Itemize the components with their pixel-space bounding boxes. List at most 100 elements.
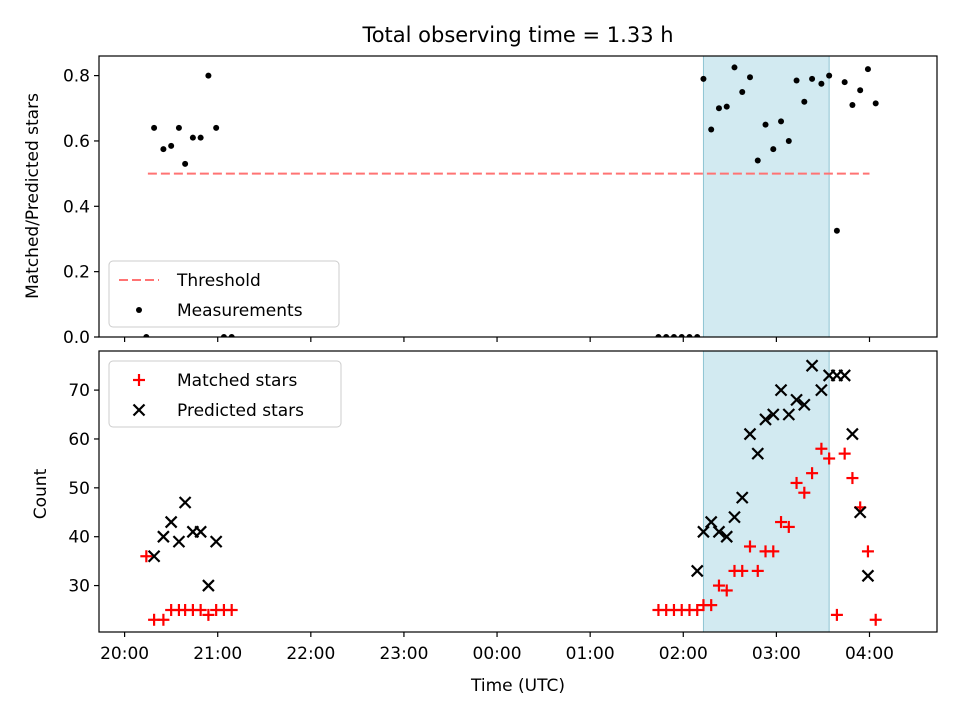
measurement-point: [686, 334, 693, 337]
predicted-stars-point: [751, 447, 765, 460]
measurement-point: [205, 72, 212, 79]
predicted-stars-point: [178, 496, 192, 509]
measurement-point: [864, 66, 871, 73]
measurement-point: [747, 74, 754, 81]
matched-stars-point: [194, 604, 207, 617]
legend-label: Matched stars: [177, 371, 297, 391]
measurement-point: [715, 105, 722, 112]
x-tick-label: 23:00: [379, 644, 428, 664]
legend-item: Measurements: [136, 301, 303, 321]
matched-stars-point: [775, 516, 788, 529]
matched-stars-point: [869, 613, 882, 626]
measurement-point: [849, 102, 856, 109]
plot-area: [143, 64, 879, 337]
legend: Matched stars Predicted stars: [108, 360, 342, 428]
x-axis-label: Time (UTC): [470, 676, 565, 696]
predicted-stars-point: [774, 383, 788, 397]
matched-stars-point: [712, 579, 725, 592]
y-tick-label: 60: [68, 430, 90, 450]
predicted-stars-point: [735, 491, 749, 504]
matched-stars-point: [846, 472, 859, 485]
matched-stars-point: [767, 545, 780, 558]
predicted-stars-point: [164, 515, 178, 529]
legend-box: [108, 360, 342, 428]
predicted-stars-point: [209, 535, 223, 548]
observing-window-band: [702, 55, 830, 338]
legend-label: Predicted stars: [177, 401, 304, 421]
legend-measurement-swatch: [136, 307, 142, 313]
predicted-stars-point: [202, 579, 215, 592]
matched-stars-point: [225, 604, 238, 617]
measurement-point: [182, 160, 189, 167]
matched-stars-point: [823, 452, 836, 465]
matched-stars-point: [720, 584, 733, 597]
legend-label: Threshold: [176, 271, 261, 291]
predicted-stars-point: [690, 564, 704, 578]
matched-stars-point: [790, 476, 803, 489]
legend-item: Predicted stars: [132, 401, 304, 421]
matched-stars-point: [838, 447, 851, 460]
measurement-point: [801, 98, 808, 105]
measurement-point: [694, 334, 701, 337]
x-tick-label: 03:00: [752, 644, 801, 664]
measurement-point: [793, 77, 800, 84]
predicted-stars-point: [697, 525, 710, 539]
measurement-point: [655, 334, 662, 337]
measurement-point: [818, 80, 825, 87]
y-tick-label: 0.6: [63, 132, 90, 152]
matched-stars-point: [202, 608, 215, 621]
measurement-point: [220, 334, 227, 337]
measurement-point: [168, 142, 175, 149]
measurement-point: [857, 87, 864, 94]
y-tick-label: 40: [68, 528, 90, 548]
predicted-stars-point: [712, 525, 726, 539]
x-tick-label: 20:00: [100, 644, 149, 664]
y-tick-label: 30: [68, 577, 90, 597]
x-tick-label: 01:00: [566, 644, 615, 664]
predicted-stars-point: [767, 408, 780, 421]
legend-matched-swatch: [133, 374, 145, 386]
matched-stars-point: [691, 604, 704, 617]
measurement-point: [872, 100, 879, 107]
predicted-stars-point: [147, 549, 161, 563]
predicted-stars-point: [157, 530, 170, 543]
axes-frame: [98, 55, 938, 338]
legend-predicted-swatch: [132, 403, 146, 417]
predicted-stars-point: [172, 535, 186, 548]
matched-stars-point: [140, 550, 153, 563]
measurement-point: [189, 134, 196, 141]
measurement-point: [739, 88, 746, 95]
measurement-point: [841, 79, 848, 86]
measurement-point: [197, 134, 204, 141]
measurement-point: [778, 118, 785, 125]
matched-stars-point: [744, 540, 757, 553]
measurement-point: [228, 334, 235, 337]
x-tick-label: 04:00: [845, 644, 894, 664]
predicted-stars-point: [720, 530, 734, 543]
measurement-point: [754, 157, 761, 164]
legend-item: Matched stars: [133, 371, 297, 391]
figure-title: Total observing time = 1.33 h: [361, 23, 673, 47]
predicted-stars-point: [728, 510, 741, 524]
x-tick-label: 02:00: [659, 644, 708, 664]
y-tick-label: 50: [68, 479, 90, 499]
measurement-point: [160, 146, 167, 153]
axes-frame: [98, 350, 938, 633]
matched-stars-point: [782, 520, 795, 533]
measurement-point: [213, 124, 220, 131]
predicted-stars-point: [790, 393, 803, 407]
predicted-stars-point: [782, 408, 796, 421]
matched-stars-point: [861, 545, 874, 558]
measurement-point: [678, 334, 685, 337]
y-tick-label: 0.4: [63, 197, 90, 217]
predicted-stars-point: [805, 359, 819, 372]
measurement-point: [785, 137, 792, 144]
predicted-stars-point: [704, 515, 718, 529]
y-axis-label: Count: [31, 468, 51, 519]
y-tick-label: 0.0: [63, 328, 90, 348]
measurement-point: [809, 75, 816, 82]
matched-stars-point: [751, 564, 764, 577]
measurement-point: [143, 334, 150, 337]
y-tick-label: 70: [68, 381, 90, 401]
measurement-point: [731, 64, 738, 71]
